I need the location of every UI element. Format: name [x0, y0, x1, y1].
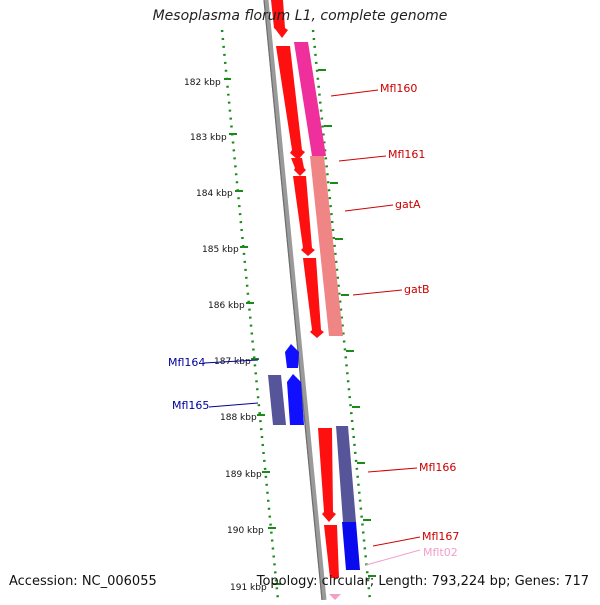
- reverse-cds-track: [268, 344, 304, 425]
- feature-label-mflt02[interactable]: Mflt02: [423, 546, 458, 559]
- kbp-label: 183 kbp: [190, 133, 227, 143]
- feature-label-mfl166[interactable]: Mfl166: [419, 461, 456, 474]
- genome-backbone-shade: [263, 0, 323, 601]
- kbp-label: 187 kbp: [214, 357, 251, 367]
- kbp-label: 189 kbp: [225, 470, 262, 480]
- right-tick-track: [311, 29, 372, 601]
- band-mfl165[interactable]: [268, 375, 286, 425]
- cds-arrow-mfl160[interactable]: [276, 46, 305, 160]
- cds-arrow-gata[interactable]: [293, 176, 315, 256]
- cds-arrow-mfl167[interactable]: [324, 525, 339, 578]
- band-mfl166[interactable]: [336, 426, 356, 522]
- leader-lines: [203, 89, 421, 566]
- kbp-label: 190 kbp: [227, 526, 264, 536]
- cds-arrow-mfl164[interactable]: [285, 344, 299, 368]
- band-mfl160[interactable]: [294, 42, 326, 156]
- genome-summary-text: Topology: circular; Length: 793,224 bp; …: [256, 574, 589, 589]
- kbp-ticks-right: [318, 69, 376, 577]
- band-mfl161-gata[interactable]: [310, 156, 343, 336]
- kbp-label: 182 kbp: [184, 78, 221, 88]
- cds-arrow-mfl161[interactable]: [291, 158, 306, 176]
- kbp-label: 184 kbp: [196, 189, 233, 199]
- trna-mark-mflt02[interactable]: [329, 594, 341, 600]
- feature-label-mfl165[interactable]: Mfl165: [172, 399, 209, 412]
- band-track: [294, 42, 360, 570]
- cds-arrow-mfl166[interactable]: [318, 428, 336, 522]
- feature-label-mfl164[interactable]: Mfl164: [168, 356, 205, 369]
- cds-arrow-gatb[interactable]: [303, 258, 324, 338]
- feature-label-gata[interactable]: gatA: [395, 198, 421, 211]
- cds-arrow-top[interactable]: [271, 0, 288, 38]
- feature-label-mfl160[interactable]: Mfl160: [380, 82, 417, 95]
- feature-label-mfl161[interactable]: Mfl161: [388, 148, 425, 161]
- accession-text: Accession: NC_006055: [9, 574, 157, 589]
- kbp-label: 191 kbp: [230, 583, 267, 593]
- kbp-label: 185 kbp: [202, 245, 239, 255]
- map-title: Mesoplasma florum L1, complete genome: [152, 8, 448, 24]
- feature-label-gatb[interactable]: gatB: [404, 283, 430, 296]
- band-mfl167[interactable]: [342, 522, 360, 570]
- feature-label-mfl167[interactable]: Mfl167: [422, 530, 459, 543]
- kbp-ticks-left: [224, 78, 281, 585]
- genome-backbone: [263, 0, 327, 601]
- left-tick-track: [220, 29, 280, 601]
- cds-arrow-mfl165[interactable]: [287, 374, 304, 425]
- forward-cds-track: [271, 0, 339, 578]
- kbp-label: 188 kbp: [220, 413, 257, 423]
- kbp-label: 186 kbp: [208, 301, 245, 311]
